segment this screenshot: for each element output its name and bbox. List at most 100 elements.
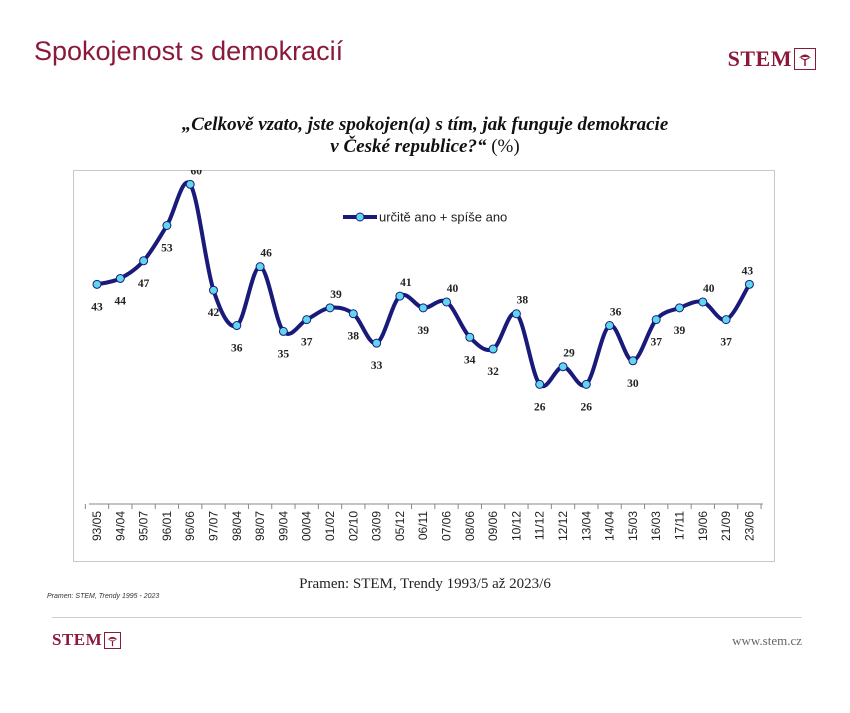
x-tick-label: 01/02 bbox=[323, 511, 337, 541]
data-point bbox=[278, 326, 288, 336]
small-source-note: Pramen: STEM, Trendy 1995 - 2023 bbox=[47, 593, 160, 600]
data-label: 38 bbox=[517, 295, 529, 307]
data-point bbox=[675, 303, 684, 313]
data-label: 30 bbox=[627, 378, 639, 390]
footer-stem-logo: STEM bbox=[52, 630, 122, 650]
chart-title-line2: v České republice?“ (%) bbox=[0, 136, 850, 158]
x-tick-label: 10/12 bbox=[509, 511, 523, 541]
data-label: 37 bbox=[301, 337, 313, 349]
x-tick-label: 93/05 bbox=[90, 511, 104, 541]
data-label: 53 bbox=[161, 243, 173, 255]
data-point bbox=[162, 221, 172, 231]
data-label: 38 bbox=[348, 331, 360, 343]
x-tick-label: 06/11 bbox=[416, 511, 430, 540]
data-point bbox=[651, 315, 661, 325]
x-tick-label: 00/04 bbox=[300, 511, 314, 541]
x-tick-label: 08/06 bbox=[463, 511, 477, 541]
stem-logo-text: STEM bbox=[727, 46, 792, 71]
data-label: 26 bbox=[581, 401, 593, 413]
data-point bbox=[744, 279, 754, 289]
data-label: 29 bbox=[563, 348, 575, 360]
website-url[interactable]: www.stem.cz bbox=[732, 633, 802, 648]
data-point bbox=[302, 315, 312, 325]
data-point bbox=[348, 309, 358, 319]
x-axis-labels: 93/05 94/04 95/07 96/01 96/06 97/07 98/04 98/07… bbox=[90, 511, 756, 541]
stem-logo: STEM bbox=[728, 46, 816, 72]
data-point bbox=[232, 321, 242, 331]
data-point bbox=[185, 179, 195, 189]
data-point bbox=[115, 273, 125, 283]
data-point bbox=[139, 256, 149, 266]
data-label: 43 bbox=[91, 301, 103, 313]
data-point bbox=[395, 291, 405, 301]
slide-title: Spokojenost s demokracií bbox=[34, 36, 344, 66]
chart-title-unit: (%) bbox=[486, 136, 520, 157]
data-label: 41 bbox=[400, 277, 412, 289]
data-label: 34 bbox=[464, 354, 476, 366]
data-label: 40 bbox=[703, 283, 715, 295]
x-tick-label: 23/06 bbox=[742, 511, 756, 541]
legend-label: určitě ano + spíše ano bbox=[379, 210, 507, 225]
data-point bbox=[628, 356, 638, 366]
x-tick-label: 97/07 bbox=[207, 511, 221, 541]
x-tick-label: 96/06 bbox=[183, 511, 197, 541]
x-tick-label: 98/07 bbox=[253, 511, 267, 541]
chart-title-line2-italic: v České republice?“ bbox=[330, 136, 487, 157]
x-tick-label: 11/12 bbox=[533, 511, 547, 540]
data-point bbox=[92, 279, 102, 289]
x-tick-label: 12/12 bbox=[556, 511, 570, 541]
data-point bbox=[209, 285, 218, 295]
legend-marker bbox=[355, 212, 365, 222]
data-label: 35 bbox=[278, 348, 290, 360]
x-tick-label: 09/06 bbox=[486, 511, 500, 541]
data-point bbox=[255, 262, 265, 272]
data-label: 37 bbox=[720, 337, 732, 349]
x-tick-label: 21/09 bbox=[719, 511, 733, 541]
footer-logo-text: STEM bbox=[52, 630, 103, 649]
x-tick-label: 98/04 bbox=[230, 511, 244, 541]
footer-tree-icon bbox=[104, 631, 122, 649]
x-tick-label: 05/12 bbox=[393, 511, 407, 541]
x-tick-label: 07/06 bbox=[440, 511, 454, 541]
data-label: 32 bbox=[487, 366, 499, 378]
data-point bbox=[698, 297, 708, 307]
data-label: 44 bbox=[115, 295, 127, 307]
data-labels: 43 44 47 53 60 42 36 46 35 37 39 38 33 41 39 40 34 32 38 26… bbox=[91, 170, 753, 413]
chart-title-line1: „Celkově vzato, jste spokojen(a) s tím, … bbox=[181, 114, 669, 135]
data-label: 42 bbox=[208, 307, 220, 319]
data-point bbox=[535, 379, 545, 389]
x-tick-label: 14/04 bbox=[603, 511, 617, 541]
x-tick-label: 16/03 bbox=[649, 511, 663, 541]
x-tick-label: 99/04 bbox=[276, 511, 290, 541]
data-point bbox=[442, 297, 451, 307]
data-point bbox=[465, 332, 475, 342]
data-label: 36 bbox=[231, 343, 243, 355]
data-point bbox=[605, 321, 615, 331]
data-point bbox=[558, 362, 568, 372]
data-label: 40 bbox=[447, 283, 459, 295]
x-tick-label: 03/09 bbox=[370, 511, 384, 541]
series-markers bbox=[92, 179, 754, 389]
data-point bbox=[372, 338, 382, 348]
chart-border bbox=[73, 170, 775, 562]
x-tick-label: 96/01 bbox=[160, 511, 174, 541]
data-point bbox=[325, 303, 335, 313]
x-axis-ticks bbox=[84, 504, 762, 509]
data-point bbox=[418, 303, 428, 313]
data-label: 60 bbox=[190, 170, 202, 177]
x-tick-label: 13/04 bbox=[579, 511, 593, 541]
data-label: 39 bbox=[674, 325, 686, 337]
data-point bbox=[721, 315, 731, 325]
tree-icon bbox=[794, 48, 816, 70]
data-label: 46 bbox=[260, 248, 272, 260]
data-point bbox=[581, 379, 591, 389]
x-tick-label: 95/07 bbox=[137, 511, 151, 541]
x-tick-label: 94/04 bbox=[113, 511, 127, 541]
data-label: 39 bbox=[330, 289, 342, 301]
x-tick-label: 19/06 bbox=[696, 511, 710, 541]
data-label: 47 bbox=[138, 278, 150, 290]
line-chart: určitě ano + spíše ano 93/05 94/04 95/07 96… bbox=[73, 170, 775, 562]
data-point bbox=[511, 309, 521, 319]
x-tick-label: 02/10 bbox=[346, 511, 360, 541]
data-label: 39 bbox=[417, 325, 429, 337]
